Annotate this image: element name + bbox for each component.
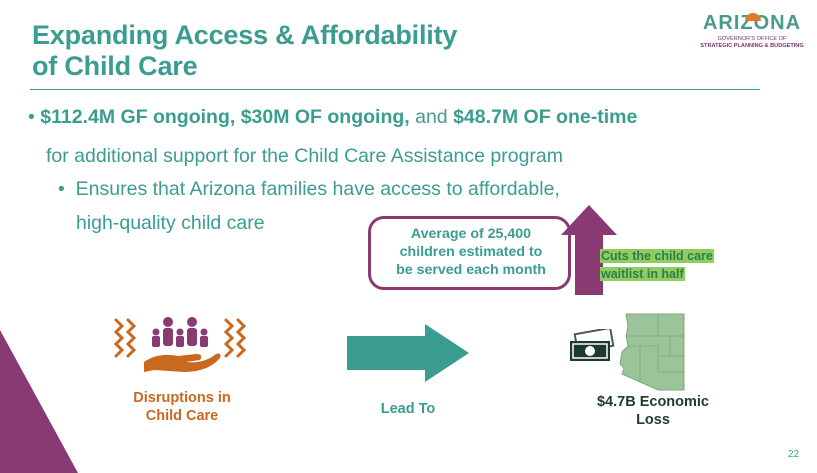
logo-wordmark: ARIZONA xyxy=(702,12,802,34)
arizona-ospb-logo: ARIZONA GOVERNOR'S OFFICE OF STRATEGIC P… xyxy=(690,12,814,52)
lead-to-label: Lead To xyxy=(380,401,436,417)
sub-bullet: • Ensures that Arizona families have acc… xyxy=(58,178,560,200)
children-served-callout xyxy=(368,216,571,290)
main-bullet: • $112.4M GF ongoing, $30M OF ongoing, a… xyxy=(28,106,638,128)
waitlist-highlight: Cuts the child care waitlist in half xyxy=(600,249,714,281)
bullet-dot: • xyxy=(28,106,41,128)
page-number: 22 xyxy=(788,449,800,460)
economic-loss-label: $4.7B Economic Loss xyxy=(596,394,709,428)
main-bullet-line2: for additional support for the Child Car… xyxy=(46,145,564,167)
arizona-map-icon xyxy=(619,313,685,391)
sunburst-icon xyxy=(745,13,761,21)
right-arrow-icon xyxy=(347,324,469,382)
money-icon xyxy=(570,329,615,361)
family-in-hand-icon xyxy=(113,317,247,372)
disruptions-label: Disruptions in Child Care xyxy=(133,390,231,424)
decorative-triangle xyxy=(0,330,78,473)
slide-title: Expanding Access & Affordability of Chil… xyxy=(32,20,458,81)
title-divider xyxy=(30,89,760,90)
callout-text: Average of 25,400 children estimated to … xyxy=(396,226,546,278)
sub-bullet-line2: high-quality child care xyxy=(76,212,265,234)
